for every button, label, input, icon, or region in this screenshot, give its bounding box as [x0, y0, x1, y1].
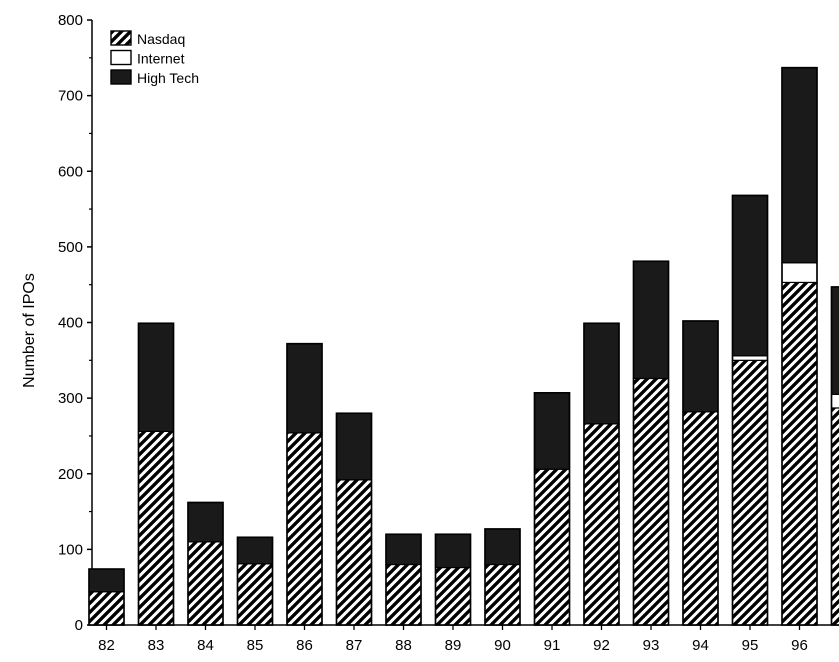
bar-high-tech-88 — [386, 534, 421, 564]
bar-high-tech-84 — [188, 502, 223, 541]
x-tick-label: 93 — [643, 637, 660, 654]
bar-nasdaq-92 — [584, 424, 619, 625]
y-tick-label: 700 — [58, 88, 83, 105]
bar-stack-87 — [337, 413, 372, 625]
bars — [89, 28, 839, 625]
bar-nasdaq-95 — [733, 360, 768, 625]
bar-nasdaq-85 — [238, 564, 273, 625]
bar-high-tech-86 — [287, 344, 322, 433]
x-tick-label: 92 — [593, 637, 610, 654]
x-tick-labels: 82838485868788899091929394959697989900 — [98, 637, 839, 654]
y-axis-title: Number of IPOs — [21, 273, 38, 388]
x-tick-label: 90 — [494, 637, 511, 654]
y-tick-label: 0 — [75, 617, 83, 634]
bar-internet-96 — [782, 263, 817, 283]
bar-nasdaq-91 — [535, 469, 570, 625]
bar-stack-93 — [634, 261, 669, 625]
bar-stack-94 — [683, 321, 718, 625]
y-tick-labels: 0 100 200 300 400 500 600 700 800 — [58, 12, 83, 634]
x-tick-label: 91 — [544, 637, 561, 654]
bar-stack-91 — [535, 393, 570, 625]
x-tick-label: 96 — [791, 637, 808, 654]
bar-stack-83 — [139, 323, 174, 625]
bar-high-tech-90 — [485, 529, 520, 565]
bar-nasdaq-82 — [89, 592, 124, 625]
bar-stack-85 — [238, 537, 273, 625]
bar-nasdaq-84 — [188, 542, 223, 625]
bar-stack-84 — [188, 502, 223, 625]
bar-high-tech-85 — [238, 537, 273, 563]
bar-internet-95 — [733, 356, 768, 361]
bar-nasdaq-97 — [832, 408, 839, 625]
legend-label-internet: Internet — [137, 51, 185, 67]
legend-swatch-nasdaq — [111, 31, 131, 45]
x-tick-label: 83 — [148, 637, 165, 654]
bar-nasdaq-89 — [436, 568, 471, 625]
bar-stack-96 — [782, 68, 817, 625]
x-tick-label: 86 — [296, 637, 313, 654]
bar-high-tech-96 — [782, 68, 817, 263]
legend-label-high-tech: High Tech — [137, 70, 199, 86]
y-tick-label: 200 — [58, 466, 83, 483]
y-tick-label: 600 — [58, 163, 83, 180]
bar-high-tech-95 — [733, 195, 768, 355]
y-tick-label: 400 — [58, 315, 83, 332]
bar-stack-97 — [832, 287, 839, 625]
x-tick-label: 84 — [197, 637, 214, 654]
bar-stack-90 — [485, 529, 520, 625]
bar-high-tech-94 — [683, 321, 718, 412]
bar-stack-92 — [584, 323, 619, 625]
bar-stack-86 — [287, 344, 322, 625]
bar-nasdaq-96 — [782, 282, 817, 625]
bar-high-tech-91 — [535, 393, 570, 469]
y-tick-label: 800 — [58, 12, 83, 29]
legend: Nasdaq Internet High Tech — [111, 31, 199, 86]
bar-nasdaq-83 — [139, 431, 174, 625]
bar-nasdaq-94 — [683, 412, 718, 625]
bar-nasdaq-86 — [287, 433, 322, 625]
legend-swatch-internet — [111, 51, 131, 65]
x-tick-label: 85 — [247, 637, 264, 654]
legend-label-nasdaq: Nasdaq — [137, 31, 185, 47]
x-tick-label: 82 — [98, 637, 115, 654]
bar-stack-88 — [386, 534, 421, 625]
bar-stack-82 — [89, 569, 124, 625]
x-tick-label: 95 — [742, 637, 759, 654]
bar-nasdaq-93 — [634, 378, 669, 625]
bar-high-tech-87 — [337, 413, 372, 480]
x-tick-label: 89 — [445, 637, 462, 654]
bar-nasdaq-88 — [386, 565, 421, 626]
y-tick-label: 100 — [58, 541, 83, 558]
bar-nasdaq-90 — [485, 565, 520, 626]
bar-internet-97 — [832, 394, 839, 408]
x-tick-label: 87 — [346, 637, 363, 654]
bar-high-tech-83 — [139, 323, 174, 431]
bar-high-tech-92 — [584, 323, 619, 424]
legend-swatch-high-tech — [111, 70, 131, 84]
bar-stack-95 — [733, 195, 768, 625]
bar-high-tech-93 — [634, 261, 669, 378]
x-tick-label: 94 — [692, 637, 709, 654]
bar-stack-89 — [436, 534, 471, 625]
y-tick-label: 300 — [58, 390, 83, 407]
bar-nasdaq-87 — [337, 480, 372, 625]
x-tick-label: 88 — [395, 637, 412, 654]
bar-high-tech-89 — [436, 534, 471, 567]
bar-high-tech-82 — [89, 569, 124, 592]
y-tick-label: 500 — [58, 239, 83, 256]
bar-high-tech-97 — [832, 287, 839, 394]
